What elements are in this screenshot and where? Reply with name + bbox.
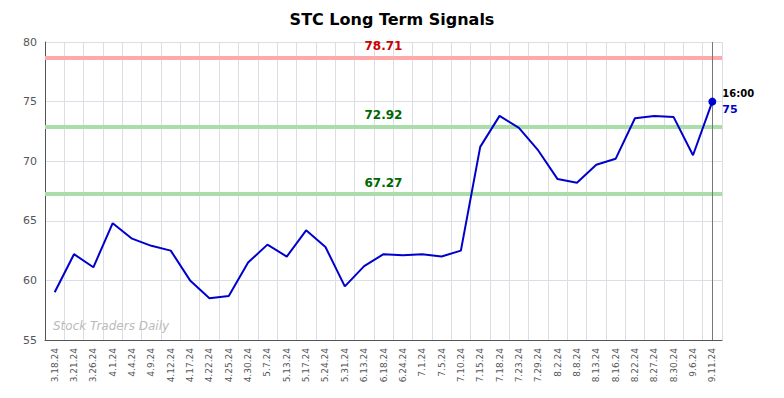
- svg-text:65: 65: [23, 214, 37, 227]
- svg-text:72.92: 72.92: [365, 108, 403, 122]
- svg-text:4.30.24: 4.30.24: [243, 348, 253, 383]
- svg-text:3.26.24: 3.26.24: [88, 348, 98, 383]
- svg-text:75: 75: [23, 95, 37, 108]
- svg-text:55: 55: [23, 334, 37, 347]
- svg-text:78.71: 78.71: [365, 39, 403, 53]
- svg-text:5.31.24: 5.31.24: [340, 348, 350, 383]
- svg-text:4.12.24: 4.12.24: [166, 348, 176, 383]
- svg-text:7.23.24: 7.23.24: [514, 348, 524, 383]
- svg-text:80: 80: [23, 36, 37, 49]
- svg-text:67.27: 67.27: [365, 176, 403, 190]
- svg-text:75: 75: [722, 103, 737, 116]
- svg-text:8.8.24: 8.8.24: [572, 348, 582, 377]
- svg-text:4.1.24: 4.1.24: [108, 348, 118, 377]
- svg-text:7.5.24: 7.5.24: [437, 348, 447, 377]
- svg-text:9.6.24: 9.6.24: [688, 348, 698, 377]
- svg-text:5.13.24: 5.13.24: [282, 348, 292, 383]
- svg-text:5.24.24: 5.24.24: [320, 348, 330, 383]
- svg-text:3.21.24: 3.21.24: [69, 348, 79, 383]
- svg-text:7.18.24: 7.18.24: [495, 348, 505, 383]
- svg-text:4.4.24: 4.4.24: [127, 348, 137, 377]
- svg-text:6.24.24: 6.24.24: [398, 348, 408, 383]
- svg-text:6.18.24: 6.18.24: [379, 348, 389, 383]
- svg-text:8.13.24: 8.13.24: [591, 348, 601, 383]
- svg-text:8.2.24: 8.2.24: [553, 348, 563, 377]
- svg-text:60: 60: [23, 274, 37, 287]
- svg-text:16:00: 16:00: [722, 88, 754, 99]
- svg-text:3.18.24: 3.18.24: [50, 348, 60, 383]
- svg-text:7.29.24: 7.29.24: [533, 348, 543, 383]
- svg-text:9.11.24: 9.11.24: [707, 348, 717, 383]
- svg-text:7.10.24: 7.10.24: [456, 348, 466, 383]
- svg-text:8.27.24: 8.27.24: [649, 348, 659, 383]
- svg-text:7.15.24: 7.15.24: [475, 348, 485, 383]
- svg-text:5.17.24: 5.17.24: [301, 348, 311, 383]
- svg-text:STC Long Term Signals: STC Long Term Signals: [290, 10, 495, 29]
- svg-text:8.16.24: 8.16.24: [611, 348, 621, 383]
- svg-text:Stock Traders Daily: Stock Traders Daily: [53, 319, 170, 333]
- svg-text:4.17.24: 4.17.24: [185, 348, 195, 383]
- svg-text:4.25.24: 4.25.24: [224, 348, 234, 383]
- svg-text:70: 70: [23, 155, 37, 168]
- svg-text:8.22.24: 8.22.24: [630, 348, 640, 383]
- svg-text:7.1.24: 7.1.24: [417, 348, 427, 377]
- svg-text:4.9.24: 4.9.24: [146, 348, 156, 377]
- svg-text:5.7.24: 5.7.24: [262, 348, 272, 377]
- svg-text:8.30.24: 8.30.24: [669, 348, 679, 383]
- svg-text:6.13.24: 6.13.24: [359, 348, 369, 383]
- svg-text:4.22.24: 4.22.24: [204, 348, 214, 383]
